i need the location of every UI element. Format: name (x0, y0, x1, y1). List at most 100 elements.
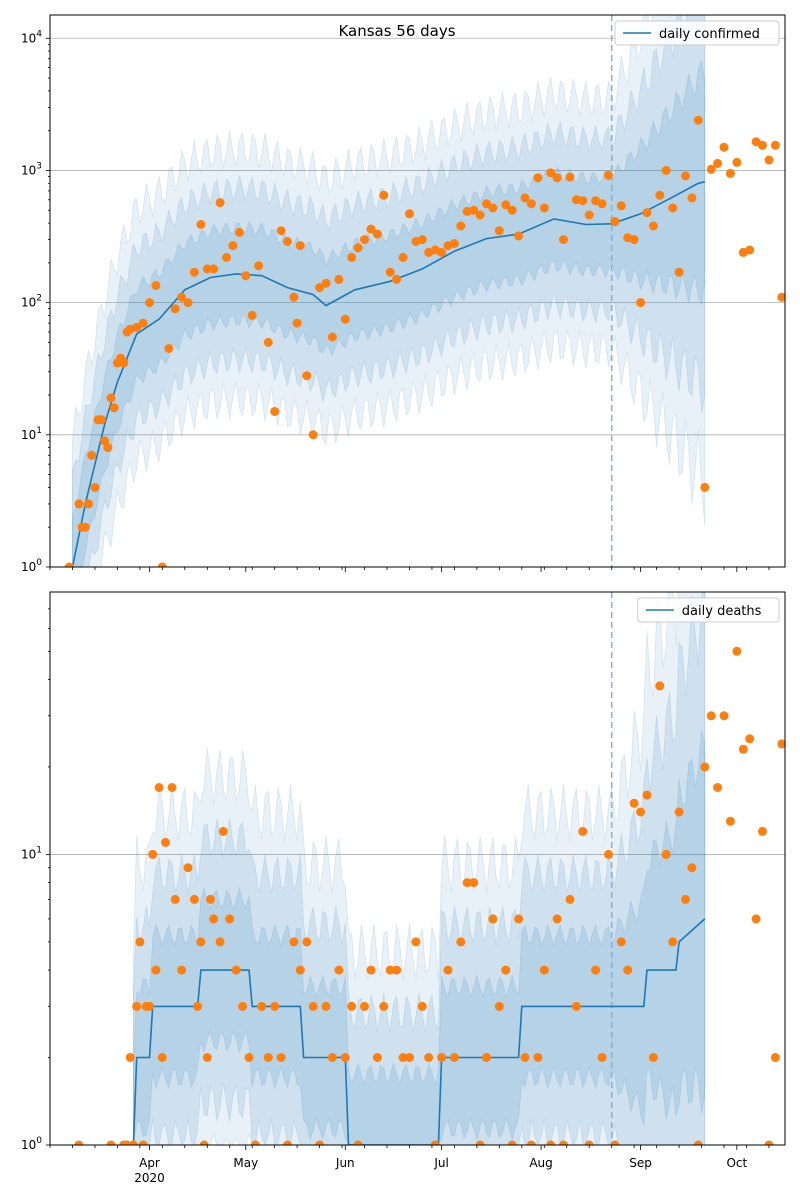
confirmed-data-point (372, 229, 382, 239)
deaths-data-point (475, 1140, 485, 1145)
deaths-data-point (488, 914, 498, 924)
deaths-data-point (578, 826, 588, 836)
deaths-data-point (687, 863, 697, 873)
deaths-data-point (417, 1001, 427, 1011)
deaths-data-point (392, 965, 402, 975)
deaths-data-point (196, 937, 206, 947)
deaths-data-point (250, 1140, 260, 1145)
confirmed-data-point (616, 201, 626, 211)
deaths-data-point (437, 1053, 447, 1062)
confirmed-data-point (449, 239, 459, 248)
confirmed-data-point (681, 171, 690, 181)
confirmed-data-point (719, 142, 729, 152)
confirmed-y-tick-label: 104 (21, 29, 42, 45)
deaths-data-point (199, 1140, 209, 1145)
confirmed-data-point (764, 155, 774, 165)
confirmed-data-point (604, 170, 613, 180)
deaths-data-point (693, 1140, 703, 1145)
deaths-data-point (610, 1140, 620, 1145)
deaths-data-point (668, 937, 678, 947)
deaths-data-point (520, 1053, 530, 1062)
confirmed-data-point (488, 203, 498, 213)
deaths-data-point (385, 965, 395, 975)
confirmed-data-point (164, 344, 174, 353)
deaths-data-point (533, 1053, 543, 1062)
deaths-data-point (366, 965, 376, 975)
confirmed-data-point (494, 226, 504, 236)
confirmed-data-point (138, 318, 148, 328)
deaths-data-point (469, 878, 479, 888)
confirmed-data-point (276, 226, 286, 236)
deaths-data-point (623, 965, 633, 975)
confirmed-data-point (327, 332, 337, 342)
confirmed-data-point (385, 267, 395, 277)
confirmed-data-point (302, 371, 312, 381)
deaths-data-point (636, 807, 646, 817)
deaths-data-point (360, 1001, 369, 1011)
confirmed-data-point (469, 205, 479, 215)
x-month-label: Apr (139, 1156, 160, 1170)
deaths-data-point (202, 1053, 212, 1062)
deaths-data-point (379, 1001, 389, 1011)
confirmed-data-point (417, 235, 427, 245)
deaths-data-point (539, 965, 549, 975)
deaths-data-point (770, 1053, 780, 1062)
confirmed-data-point (674, 267, 684, 277)
confirmed-data-point (145, 298, 154, 308)
confirmed-data-point (661, 166, 671, 175)
x-month-label: Jul (433, 1156, 448, 1170)
deaths-data-point (231, 965, 241, 975)
confirmed-data-point (777, 292, 785, 302)
deaths-data-point (552, 914, 562, 924)
x-year-label: 2020 (134, 1171, 165, 1185)
confirmed-median-line (71, 181, 705, 567)
confirmed-data-point (636, 298, 646, 308)
deaths-data-point (642, 790, 652, 800)
deaths-data-point (758, 826, 767, 836)
confirmed-data-point (552, 173, 562, 183)
deaths-chart-panel: 100 101 daily deaths (21, 591, 786, 1152)
confirmed-data-point (87, 450, 97, 460)
deaths-data-point (738, 744, 748, 754)
confirmed-data-point (360, 235, 369, 245)
confirmed-data-point (629, 235, 639, 245)
deaths-data-point (629, 798, 639, 808)
deaths-data-point (526, 1140, 536, 1145)
deaths-data-point (751, 914, 761, 924)
deaths-data-point (706, 711, 716, 721)
deaths-data-point (106, 1140, 116, 1145)
confirmed-data-point (482, 199, 491, 209)
deaths-data-point (161, 837, 170, 847)
deaths-data-point (449, 1053, 459, 1062)
confirmed-data-point (584, 210, 594, 220)
deaths-data-point (270, 1001, 280, 1011)
deaths-data-point (719, 711, 729, 721)
confirmed-data-point (215, 198, 225, 208)
confirmed-data-point (693, 115, 703, 125)
deaths-data-point (430, 1140, 440, 1145)
confirmed-data-point (254, 261, 264, 271)
deaths-data-point (215, 937, 225, 947)
confirmed-y-tick-label: 100 (21, 558, 42, 574)
deaths-y-tick-label: 100 (21, 1136, 42, 1152)
deaths-data-point (591, 965, 601, 975)
deaths-data-point (263, 1053, 273, 1062)
confirmed-uncertainty-band (72, 15, 706, 567)
deaths-data-point (125, 1053, 135, 1062)
x-month-label: Oct (726, 1156, 747, 1170)
deaths-data-point (462, 878, 472, 888)
confirmed-data-point (228, 241, 238, 251)
confirmed-data-point (263, 337, 273, 347)
confirmed-data-point (183, 298, 193, 308)
confirmed-data-point (289, 292, 299, 302)
confirmed-data-point (770, 140, 780, 150)
confirmed-data-point (732, 157, 742, 167)
deaths-data-point (655, 681, 665, 691)
confirmed-data-point (74, 499, 84, 509)
confirmed-legend-label: daily confirmed (659, 27, 760, 42)
deaths-data-point (405, 1053, 414, 1062)
deaths-data-point (145, 1001, 154, 1011)
deaths-data-point (501, 965, 511, 975)
confirmed-data-point (507, 205, 517, 215)
